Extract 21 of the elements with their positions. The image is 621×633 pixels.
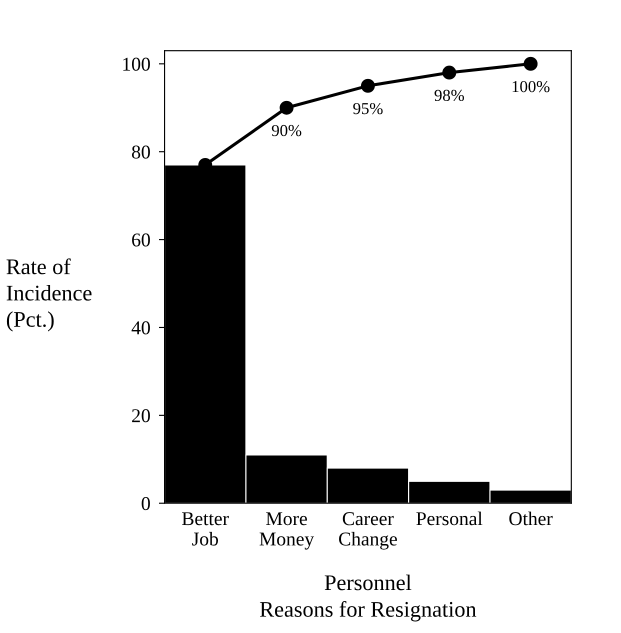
x-tick-label: Better Job	[182, 512, 229, 546]
x-tick-label: Other	[509, 512, 553, 526]
y-tick-label: 100	[123, 58, 150, 71]
x-tick-label: Personal	[416, 512, 482, 526]
y-tick-label: 20	[132, 409, 150, 422]
x-tick-label: Career Change	[339, 512, 397, 550]
y-tick-label: 60	[132, 233, 150, 247]
point	[280, 100, 294, 115]
point	[361, 78, 375, 93]
point	[524, 56, 538, 71]
y-tick-label: 0	[142, 497, 150, 510]
x-axis-title: Personnel Reasons for Resignation	[260, 574, 476, 622]
y-axis-title: Rate of Incidence (Pct.)	[6, 258, 92, 332]
y-tick-label: 80	[132, 146, 150, 159]
data-label: 90%	[272, 124, 302, 136]
y-tick-label: 40	[132, 321, 150, 334]
point	[442, 66, 456, 80]
data-label: 100%	[512, 80, 550, 92]
data-label: 95%	[353, 102, 383, 114]
x-tick-label: More Money	[260, 512, 314, 550]
data-label: 98%	[434, 90, 464, 102]
